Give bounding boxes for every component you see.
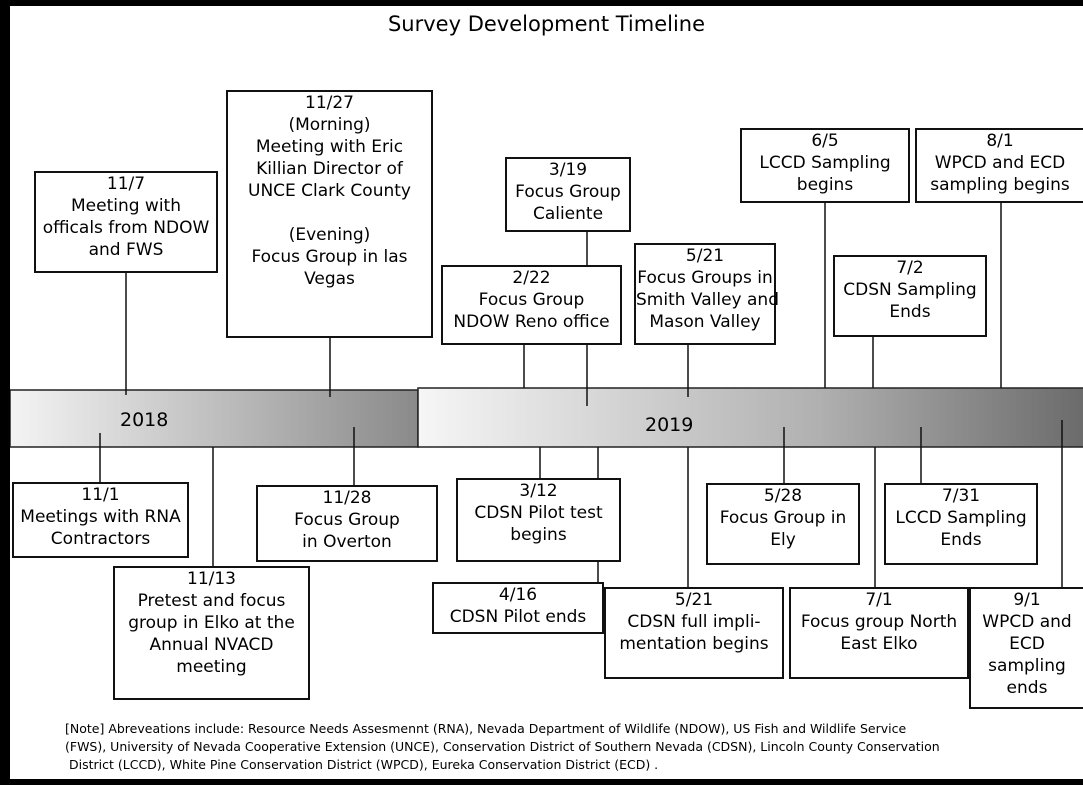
event-text: (Evening) [288, 225, 371, 245]
event-text: Ely [770, 530, 796, 550]
note-line: (FWS), University of Nevada Cooperative … [65, 739, 940, 754]
event-text: CDSN Pilot ends [449, 607, 587, 627]
event-text: Ends [889, 302, 931, 322]
event-text: Mason Valley [649, 312, 761, 332]
event-text: officals from NDOW [42, 218, 210, 238]
event-text: Killian Director of [256, 159, 403, 179]
event-text: group in Elko at the [128, 613, 295, 633]
event-box: 11/28 Focus Group in Overton [256, 485, 438, 562]
event-text: Meeting with Eric [255, 137, 404, 157]
connectors [99, 203, 1063, 587]
event-text: LCCD Sampling [895, 508, 1027, 528]
event-box: 7/31 LCCD Sampling Ends [884, 483, 1038, 565]
event-text: 11/7 [106, 174, 146, 194]
event-text: 5/21 [674, 590, 714, 610]
event-text: Pretest and focus [137, 591, 286, 611]
event-text: UNCE Clark County [248, 181, 411, 201]
event-text: 3/12 [519, 481, 558, 501]
event-text: ECD [1009, 634, 1045, 654]
event-text: 11/28 [322, 488, 372, 508]
event-text: sampling [988, 656, 1066, 676]
event-text: 7/31 [941, 486, 981, 506]
event-text: sampling begins [930, 175, 1070, 195]
event-text: Focus Group [478, 290, 585, 310]
event-text: WPCD and [982, 612, 1072, 632]
event-text: begins [510, 525, 567, 545]
event-text: 2/22 [512, 268, 551, 288]
event-text: WPCD and ECD [934, 153, 1066, 173]
event-text: Focus Group in [719, 508, 847, 528]
event-box: 2/22 Focus Group NDOW Reno office [441, 265, 622, 345]
event-text: 8/1 [986, 131, 1014, 151]
event-box: 9/1 WPCD and ECD sampling ends [969, 587, 1083, 709]
event-text: Vegas [304, 269, 355, 289]
title: Survey Development Timeline [387, 12, 706, 36]
event-text: Focus Group in las [251, 247, 408, 267]
event-text: CDSN full impli- [627, 612, 761, 632]
event-text: 11/27 [305, 93, 354, 113]
event-text: 9/1 [1013, 590, 1041, 610]
event-box: 11/13 Pretest and focus group in Elko at t… [113, 566, 310, 700]
bar-2018 [10, 389, 419, 448]
event-box: 5/21 Focus Groups in Smith Valley and Mason… [634, 243, 779, 345]
event-text: LCCD Sampling [759, 153, 891, 173]
event-text: Focus Groups in [637, 268, 773, 288]
event-box: 5/28 Focus Group in Ely [706, 483, 860, 565]
event-box: 4/16 CDSN Pilot ends [432, 582, 604, 634]
event-text: 11/13 [187, 569, 236, 589]
event-text: meeting [176, 657, 247, 677]
event-box: 11/7 Meeting with officals from NDOW and FW… [34, 171, 218, 273]
event-text: CDSN Sampling [843, 280, 977, 300]
event-text: Focus group North [800, 612, 958, 632]
event-text: Annual NVACD [149, 635, 274, 655]
event-box: 3/19 Focus Group Caliente [505, 157, 631, 232]
event-text: Smith Valley and [636, 290, 779, 310]
event-text: 6/5 [811, 131, 839, 151]
event-text: Focus Group [515, 182, 621, 202]
note-line: [Note] Abreveations include: Resource Ne… [65, 721, 907, 736]
year-label: 2018 [120, 409, 169, 431]
note: [Note] Abreveations include: Resource Ne… [65, 720, 940, 774]
year-label: 2019 [645, 414, 694, 436]
event-text: 7/2 [896, 258, 924, 278]
event-box: 6/5 LCCD Sampling begins [740, 128, 910, 203]
event-text: Caliente [532, 204, 604, 224]
event-box: 7/1 Focus group North East Elko [789, 587, 969, 679]
event-text: 3/19 [548, 160, 588, 180]
event-text: 5/21 [685, 246, 725, 266]
event-text: Focus Group [294, 510, 400, 530]
event-text: and FWS [88, 240, 164, 260]
event-text: (Morning) [288, 115, 371, 135]
event-text: NDOW Reno office [453, 312, 610, 332]
note-line: District (LCCD), White Pine Conservation… [69, 757, 659, 772]
event-text: 4/16 [498, 585, 538, 605]
event-text: Meetings with RNA [20, 507, 181, 527]
event-text: 7/1 [865, 590, 893, 610]
event-text: in Overton [302, 532, 392, 552]
event-text: Ends [940, 530, 982, 550]
event-box: 8/1 WPCD and ECD sampling begins [915, 128, 1083, 203]
event-box: 11/1 Meetings with RNA Contractors [12, 482, 189, 558]
event-text: 5/28 [763, 486, 803, 506]
event-text: ends [1006, 678, 1048, 698]
event-box: 7/2 CDSN Sampling Ends [833, 255, 987, 337]
event-box: 11/27 (Morning) Meeting with Eric Killian D… [226, 90, 433, 338]
event-text: begins [796, 175, 854, 195]
event-text: Meeting with [70, 196, 181, 216]
event-box: 3/12 CDSN Pilot test begins [456, 478, 621, 562]
event-box: 5/21 CDSN full impli-mentation begins [604, 587, 784, 679]
event-text: Contractors [50, 529, 151, 549]
event-text: mentation begins [619, 634, 769, 654]
bar-2019 [417, 387, 1083, 448]
event-text: East Elko [840, 634, 918, 654]
event-text: CDSN Pilot test [474, 503, 603, 523]
event-text: 11/1 [81, 485, 120, 505]
